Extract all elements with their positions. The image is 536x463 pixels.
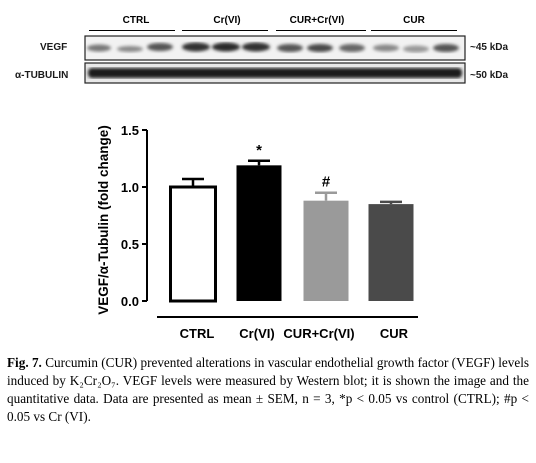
figure-panel: CTRL Cr(VI) CUR+Cr(VI) CUR VEGF ~45 kDa … [15,15,509,341]
blot-group-label: CUR+Cr(VI) [289,15,345,26]
blot-group-label: CUR [403,15,425,26]
vegf-bands [87,42,459,53]
bar-cur-cr-vi [303,200,349,301]
blot-row-label-tubulin: α-TUBULIN [15,70,69,81]
blot-size-tubulin: ~50 kDa [470,70,509,81]
x-tick-label: CUR [380,326,409,341]
caption-text: Curcumin (CUR) prevented alterations in … [7,355,529,424]
bar-chart: 0.00.51.01.5 *# CTRL Cr(VI) CUR+Cr(VI) CUR … [96,123,418,341]
blot-group-divider [89,30,175,31]
bar-cr-vi [236,165,282,301]
y-tick-label: 1.0 [121,180,139,195]
significance-marker: * [256,142,262,159]
caption-label: Fig. 7. [7,355,42,370]
blot-size-vegf: ~45 kDa [470,42,509,53]
blot-image [84,35,466,84]
blot-group-divider [182,30,268,31]
x-tick-label: CTRL [180,326,215,341]
y-tick-label: 0.0 [121,294,139,309]
figure-caption: Fig. 7. Curcumin (CUR) prevented alterat… [7,354,529,426]
blot-group-label: Cr(VI) [213,15,241,26]
x-tick-label: Cr(VI) [239,326,274,341]
blot-row-label-vegf: VEGF [40,42,68,53]
blot-group-divider [371,30,457,31]
y-tick-label: 0.5 [121,237,139,252]
significance-marker: # [322,174,331,191]
y-axis-label: VEGF/α-Tubulin (fold change) [96,125,111,315]
x-tick-label: CUR+Cr(VI) [283,326,354,341]
chart-bars: *# [169,142,414,303]
blot-group-label: CTRL [122,15,150,26]
bar-ctrl [169,185,217,303]
bar-cur [368,204,414,301]
chart-axes: 0.0 0.5 1.0 1.5 [121,123,418,318]
tubulin-bands [88,68,462,78]
blot-group-divider [276,30,366,31]
chart-x-labels: CTRL Cr(VI) CUR+Cr(VI) CUR [180,326,409,341]
y-tick-label: 1.5 [121,123,139,138]
